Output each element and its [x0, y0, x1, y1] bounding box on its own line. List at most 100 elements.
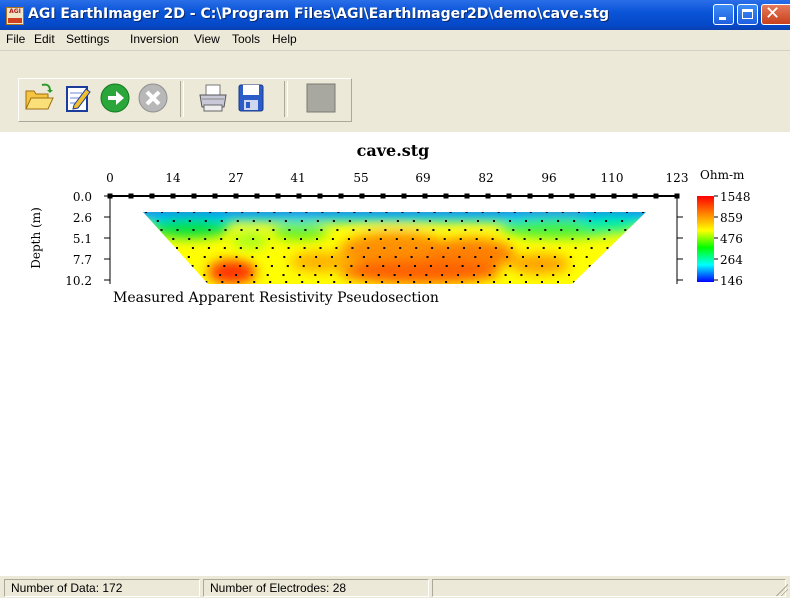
colorbar-unit: Ohm-m: [700, 168, 745, 182]
measurement-point: [496, 229, 499, 231]
print-button[interactable]: [196, 81, 230, 115]
measurement-point: [191, 265, 194, 267]
menu-settings[interactable]: Settings: [66, 32, 110, 46]
app-icon-text: AGI: [9, 8, 21, 15]
measurement-point: [431, 247, 434, 249]
stop-button[interactable]: [304, 81, 338, 115]
measurement-point: [385, 212, 388, 213]
electrode-marker: [191, 193, 197, 199]
measurement-point: [331, 256, 333, 258]
x-tick-label: 110: [601, 171, 624, 185]
measurement-point: [504, 274, 507, 276]
menu-view[interactable]: View: [194, 32, 220, 46]
open-button[interactable]: [22, 81, 56, 115]
measurement-point: [507, 238, 510, 240]
measurement-point: [223, 247, 226, 249]
measurement-point: [203, 274, 206, 276]
save-button[interactable]: [234, 81, 268, 115]
measurement-point: [266, 274, 269, 276]
measurement-point: [606, 247, 609, 249]
measurement-point: [477, 220, 479, 222]
run-button[interactable]: [98, 81, 132, 115]
measurement-point: [252, 238, 255, 240]
measurement-point: [464, 229, 467, 231]
measurement-point: [193, 212, 196, 213]
measurement-point: [221, 281, 224, 283]
measurement-point: [353, 212, 356, 213]
menu-file[interactable]: File: [6, 32, 26, 46]
measurement-point: [282, 274, 285, 276]
measurement-point: [461, 265, 464, 267]
measurement-point: [560, 229, 563, 231]
electrode-marker: [506, 193, 512, 199]
cancel-button[interactable]: [136, 81, 170, 115]
maximize-button[interactable]: [737, 4, 758, 25]
measurement-point: [461, 220, 463, 222]
measurement-point: [561, 212, 564, 213]
measurement-point: [363, 238, 366, 240]
measurement-point: [362, 256, 365, 258]
measurement-point: [188, 238, 191, 240]
electrode-marker: [338, 193, 344, 199]
measurement-point: [411, 238, 414, 240]
measurement-point: [287, 247, 290, 249]
title-bar: AGI AGI EarthImager 2D - C:\Program File…: [0, 0, 790, 30]
measurement-point: [400, 229, 403, 231]
edit-button[interactable]: [60, 81, 94, 115]
measurement-point: [539, 238, 542, 240]
status-empty-pane: [432, 579, 786, 597]
toolbar-separator: [284, 81, 288, 117]
measurement-point: [463, 247, 465, 249]
measurement-point: [271, 247, 274, 249]
run-forward-icon: [100, 83, 130, 113]
measurement-point: [204, 238, 207, 240]
electrode-marker: [296, 193, 302, 199]
measurement-point: [589, 220, 592, 222]
electrode-marker: [212, 193, 218, 199]
measurement-point: [172, 220, 175, 222]
electrode-marker: [527, 193, 533, 199]
electrode-marker: [653, 193, 659, 199]
resize-grip-icon[interactable]: [776, 584, 788, 596]
measurement-point: [302, 265, 305, 267]
measurement-point: [490, 256, 493, 258]
y-axis-label: Depth (m): [29, 207, 43, 269]
menu-help[interactable]: Help: [272, 32, 297, 46]
measurement-point: [491, 238, 494, 240]
measurement-point: [176, 229, 179, 231]
measurement-point: [298, 274, 301, 276]
measurement-point: [544, 229, 547, 231]
stop-square-icon: [306, 83, 336, 113]
measurement-point: [337, 212, 340, 213]
electrode-marker: [548, 193, 554, 199]
electrode-marker: [317, 193, 323, 199]
save-disk-icon: [238, 84, 264, 112]
measurement-point: [447, 247, 450, 249]
measurement-point: [526, 247, 529, 249]
colorbar-tick-label: 859: [720, 211, 743, 225]
measurement-point: [352, 229, 355, 231]
measurement-point: [553, 256, 556, 258]
app-logo-icon[interactable]: AGI: [6, 7, 24, 25]
measurement-point: [314, 274, 317, 276]
electrode-marker: [569, 193, 575, 199]
measurement-point: [509, 281, 511, 283]
colorbar-tick-label: 476: [720, 232, 743, 246]
measurement-point: [219, 256, 222, 258]
measurement-point: [208, 229, 211, 231]
minimize-button[interactable]: [713, 4, 734, 25]
measurement-point: [425, 274, 428, 276]
measurement-point: [458, 256, 461, 258]
close-button[interactable]: ✕: [761, 3, 790, 25]
measurement-point: [330, 274, 333, 276]
menu-tools[interactable]: Tools: [232, 32, 261, 46]
menu-edit[interactable]: Edit: [34, 32, 55, 46]
measurement-point: [477, 265, 480, 267]
measurement-point: [592, 229, 595, 231]
measurement-point: [348, 220, 351, 222]
measurement-point: [204, 220, 207, 222]
menu-inversion[interactable]: Inversion: [130, 32, 179, 46]
measurement-point: [235, 274, 237, 276]
measurement-point: [305, 212, 308, 213]
x-tick-label: 41: [290, 171, 305, 185]
